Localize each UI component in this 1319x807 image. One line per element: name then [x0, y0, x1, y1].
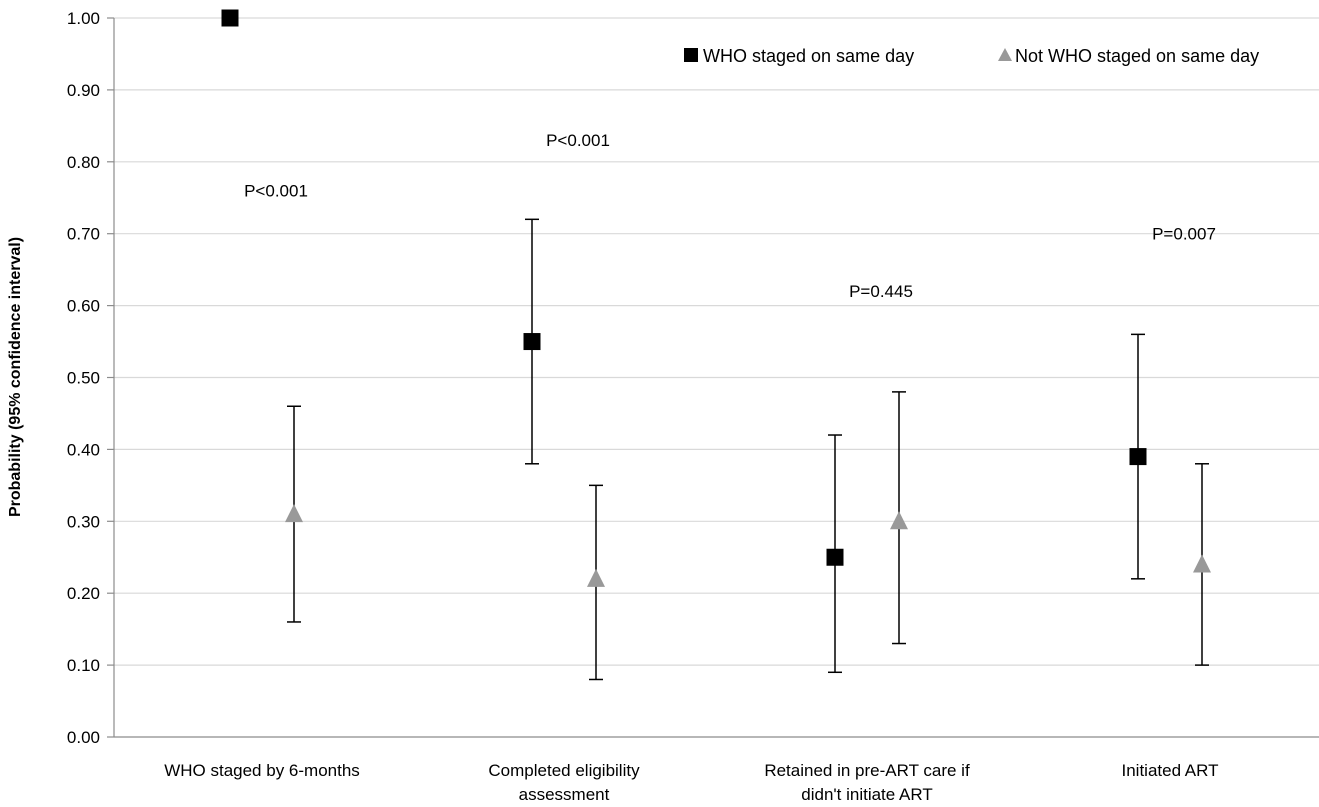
data-point-triangle: [1193, 554, 1211, 573]
category-label: Initiated ART: [1121, 761, 1218, 780]
category-label: Retained in pre-ART care if: [764, 761, 970, 780]
data-point-triangle: [890, 511, 908, 530]
data-point-triangle: [285, 504, 303, 523]
y-axis: 0.00 0.10 0.20 0.30 0.40 0.50 0.60 0.70 0.80 0.90…: [67, 9, 115, 747]
y-tick-label: 0.90: [67, 81, 100, 100]
data-point-square: [523, 333, 541, 351]
y-tick-label: 0.60: [67, 297, 100, 316]
y-tick-label: 0.20: [67, 584, 100, 603]
annotations: P<0.001 P<0.001 P=0.445 P=0.007: [244, 131, 1216, 301]
category-label: didn't initiate ART: [801, 785, 932, 804]
data-point-square: [221, 9, 239, 27]
legend-label: WHO staged on same day: [703, 46, 914, 66]
y-tick-label: 0.00: [67, 728, 100, 747]
category-label: WHO staged by 6-months: [164, 761, 360, 780]
y-tick-label: 1.00: [67, 9, 100, 28]
legend: WHO staged on same day Not WHO staged on …: [684, 46, 1259, 66]
data-point-square: [826, 548, 844, 566]
data-markers: [221, 9, 1211, 587]
y-tick-label: 0.40: [67, 440, 100, 459]
p-value-annotation: P<0.001: [244, 182, 308, 201]
y-tick-label: 0.10: [67, 656, 100, 675]
grid-lines: [114, 17, 1319, 666]
p-value-annotation: P<0.001: [546, 131, 610, 150]
legend-label: Not WHO staged on same day: [1015, 46, 1259, 66]
y-axis-label: Probability (95% confidence interval): [7, 237, 24, 517]
category-label: Completed eligibility: [488, 761, 640, 780]
y-tick-label: 0.70: [67, 225, 100, 244]
legend-triangle-icon: [998, 48, 1012, 61]
data-point-triangle: [587, 568, 605, 587]
y-tick-label: 0.30: [67, 512, 100, 531]
y-tick-label: 0.50: [67, 369, 100, 388]
p-value-annotation: P=0.007: [1152, 225, 1216, 244]
category-label: assessment: [519, 785, 610, 804]
legend-square-icon: [684, 48, 698, 62]
p-value-annotation: P=0.445: [849, 282, 913, 301]
data-point-square: [1129, 448, 1147, 466]
y-tick-label: 0.80: [67, 153, 100, 172]
x-axis: WHO staged by 6-months Completed eligibil…: [114, 736, 1319, 804]
